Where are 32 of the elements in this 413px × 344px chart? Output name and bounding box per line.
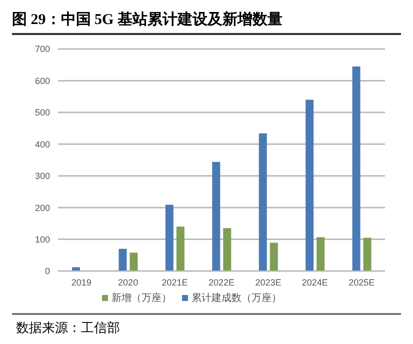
bar [118,248,127,271]
bar [212,162,220,271]
bar [270,242,278,271]
bar [316,237,325,271]
chart-title: 图 29：中国 5G 基站累计建设及新增数量 [11,10,284,30]
x-tick-label: 2020 [118,277,138,288]
x-tick-label: 2025E [348,277,375,288]
legend-label: 累计建成数（万座） [192,293,282,304]
x-tick-label: 2023E [255,277,282,288]
x-tick-label: 2021E [162,277,188,288]
bar [130,252,138,271]
x-tick-label: 2019 [71,277,92,288]
bar [165,204,174,271]
bar [306,100,314,271]
bar [352,66,360,271]
y-tick-label: 500 [34,108,50,118]
source-note: 数据来源：工信部 [15,319,121,337]
legend-label: 新增（万座） [112,293,172,304]
y-tick-label: 200 [34,202,50,213]
x-tick-label: 2024E [302,277,328,288]
y-tick-label: 400 [34,139,50,150]
bar [176,226,184,271]
y-tick-label: 700 [34,44,50,54]
bar [363,238,372,271]
y-tick-label: 0 [44,266,50,276]
y-tick-label: 300 [34,171,50,182]
bar [223,228,232,271]
bar [72,267,80,271]
bar [258,133,267,271]
y-tick-label: 100 [34,234,50,244]
y-tick-label: 600 [34,76,50,86]
x-tick-label: 2022E [208,277,235,288]
